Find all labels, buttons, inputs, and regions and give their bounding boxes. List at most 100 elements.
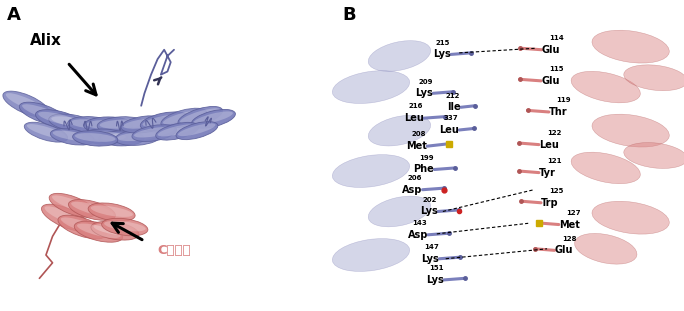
Text: Trp: Trp: [541, 198, 559, 208]
Ellipse shape: [571, 71, 640, 103]
Text: 337: 337: [444, 115, 458, 121]
Ellipse shape: [88, 203, 135, 221]
Text: Glu: Glu: [541, 76, 560, 86]
Text: 202: 202: [423, 197, 437, 203]
Ellipse shape: [368, 115, 431, 146]
Text: Glu: Glu: [555, 245, 573, 255]
Text: Alix: Alix: [29, 33, 62, 48]
Ellipse shape: [44, 206, 88, 227]
Text: 125: 125: [549, 188, 563, 194]
Ellipse shape: [368, 196, 431, 227]
Ellipse shape: [27, 124, 66, 138]
Ellipse shape: [3, 91, 50, 117]
Text: B: B: [343, 6, 356, 24]
Ellipse shape: [68, 200, 116, 220]
Ellipse shape: [140, 112, 188, 131]
Ellipse shape: [101, 133, 142, 142]
Ellipse shape: [91, 206, 133, 217]
Ellipse shape: [194, 111, 233, 124]
Ellipse shape: [156, 123, 199, 140]
Text: 122: 122: [547, 130, 561, 136]
Text: 199: 199: [419, 155, 434, 161]
Ellipse shape: [75, 221, 122, 242]
Ellipse shape: [571, 152, 640, 184]
Ellipse shape: [94, 224, 137, 236]
Ellipse shape: [98, 131, 144, 146]
Text: Leu: Leu: [539, 140, 559, 150]
Text: 206: 206: [408, 175, 422, 181]
Ellipse shape: [82, 129, 128, 145]
Ellipse shape: [592, 201, 670, 234]
Ellipse shape: [51, 116, 94, 128]
Text: Asp: Asp: [408, 230, 428, 240]
Ellipse shape: [592, 30, 670, 63]
Text: 128: 128: [562, 236, 577, 242]
Ellipse shape: [42, 204, 90, 231]
Text: Thr: Thr: [549, 107, 568, 117]
Ellipse shape: [71, 202, 114, 216]
Ellipse shape: [161, 108, 207, 128]
Ellipse shape: [52, 195, 93, 213]
Text: Ile: Ile: [447, 102, 460, 112]
Text: 151: 151: [429, 265, 443, 271]
Ellipse shape: [575, 234, 637, 264]
Ellipse shape: [158, 124, 196, 137]
Text: 143: 143: [412, 220, 428, 226]
Text: Lys: Lys: [421, 254, 439, 264]
Ellipse shape: [117, 132, 159, 141]
Ellipse shape: [19, 102, 66, 125]
Text: 209: 209: [418, 79, 432, 85]
Ellipse shape: [134, 127, 174, 137]
Text: Glu: Glu: [542, 45, 560, 55]
Ellipse shape: [91, 221, 139, 240]
Ellipse shape: [38, 112, 81, 126]
Text: 121: 121: [547, 158, 561, 164]
Text: Tyr: Tyr: [539, 168, 556, 178]
Text: A: A: [7, 6, 21, 24]
Text: 147: 147: [424, 244, 438, 250]
Ellipse shape: [77, 224, 120, 238]
Ellipse shape: [176, 122, 218, 140]
Ellipse shape: [592, 114, 670, 147]
Ellipse shape: [49, 193, 95, 217]
Ellipse shape: [178, 123, 215, 136]
Ellipse shape: [86, 120, 131, 129]
Text: 119: 119: [557, 97, 571, 103]
Ellipse shape: [68, 117, 116, 133]
Ellipse shape: [332, 155, 410, 188]
Text: 208: 208: [412, 132, 427, 137]
Ellipse shape: [192, 109, 235, 128]
Ellipse shape: [97, 117, 146, 133]
Text: Leu: Leu: [439, 125, 459, 135]
Ellipse shape: [180, 108, 220, 123]
Ellipse shape: [83, 117, 133, 134]
Text: Asp: Asp: [402, 185, 423, 195]
Ellipse shape: [5, 93, 48, 114]
Text: Lys: Lys: [426, 275, 444, 285]
Ellipse shape: [163, 110, 205, 124]
Ellipse shape: [142, 114, 185, 127]
Ellipse shape: [24, 122, 68, 142]
Text: Lys: Lys: [433, 49, 451, 59]
Text: Lys: Lys: [415, 88, 433, 98]
Ellipse shape: [115, 129, 161, 146]
Ellipse shape: [61, 217, 104, 235]
Text: 114: 114: [549, 35, 564, 41]
Text: Leu: Leu: [404, 113, 423, 123]
Ellipse shape: [123, 118, 166, 129]
Ellipse shape: [58, 215, 106, 239]
Text: C蛋白質: C蛋白質: [157, 244, 192, 257]
Ellipse shape: [36, 110, 83, 130]
Text: 216: 216: [408, 104, 423, 109]
Ellipse shape: [53, 131, 92, 141]
Text: 127: 127: [566, 210, 581, 216]
Ellipse shape: [332, 239, 410, 272]
Ellipse shape: [100, 119, 143, 129]
Ellipse shape: [332, 71, 410, 104]
Ellipse shape: [73, 131, 118, 146]
Ellipse shape: [624, 142, 684, 169]
Ellipse shape: [368, 41, 431, 71]
Text: Phe: Phe: [414, 165, 434, 174]
Ellipse shape: [49, 114, 96, 132]
Text: 215: 215: [436, 40, 450, 46]
